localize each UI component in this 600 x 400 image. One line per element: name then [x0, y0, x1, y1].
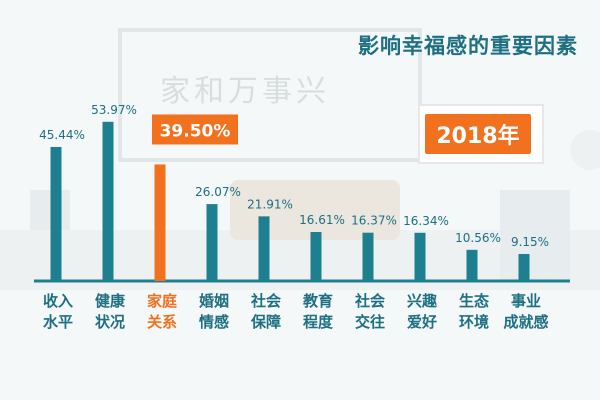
- bar-9: [518, 254, 530, 281]
- category-label-4-line-1: 保障: [250, 313, 281, 331]
- bar-8: [466, 249, 478, 281]
- value-label-1: 53.97%: [91, 103, 137, 117]
- value-label-6: 16.37%: [351, 214, 397, 228]
- category-label-3-line-1: 情感: [199, 313, 229, 331]
- value-label-3: 26.07%: [195, 185, 241, 199]
- bar-7: [414, 232, 426, 281]
- bar-2: [154, 164, 166, 281]
- bar-5: [310, 232, 322, 281]
- category-label-1-line-0: 健康: [95, 292, 126, 310]
- category-label-0-line-0: 收入: [43, 292, 73, 310]
- bar-6: [362, 232, 374, 281]
- value-label-0: 45.44%: [39, 128, 85, 142]
- value-label-7: 16.34%: [403, 214, 449, 228]
- category-label-9-line-1: 成就感: [503, 313, 548, 331]
- chart-title: 影响幸福感的重要因素: [358, 34, 578, 58]
- value-label-2: 39.50%: [160, 121, 231, 141]
- category-label-7-line-0: 兴趣: [407, 292, 438, 310]
- category-label-9-line-0: 事业: [511, 292, 541, 310]
- highlight-label-box: [152, 114, 238, 145]
- category-label-8-line-1: 环境: [459, 313, 489, 331]
- category-label-6-line-0: 社会: [354, 292, 385, 310]
- watermark-text: 家和万事兴: [160, 74, 330, 109]
- category-label-5-line-1: 程度: [303, 313, 334, 331]
- category-label-7-line-1: 爱好: [407, 313, 437, 331]
- category-label-6-line-1: 交往: [355, 313, 385, 331]
- bar-0: [50, 146, 62, 281]
- category-label-3-line-0: 婚姻: [199, 292, 229, 310]
- bar-3: [206, 204, 218, 281]
- category-label-0-line-1: 水平: [43, 313, 73, 331]
- category-label-2-line-0: 家庭: [147, 292, 178, 310]
- value-label-5: 16.61%: [299, 213, 345, 227]
- bar-4: [258, 216, 270, 281]
- category-label-4-line-0: 社会: [250, 292, 281, 310]
- value-label-8: 10.56%: [455, 231, 501, 245]
- category-label-5-line-0: 教育: [302, 292, 333, 310]
- value-label-9: 9.15%: [511, 235, 549, 249]
- bar-1: [102, 121, 114, 281]
- value-label-4: 21.91%: [247, 197, 293, 211]
- category-label-8-line-0: 生态: [459, 292, 489, 310]
- category-label-1-line-1: 状况: [95, 313, 125, 331]
- category-label-2-line-1: 关系: [147, 313, 177, 331]
- year-badge: 2018年: [425, 114, 531, 154]
